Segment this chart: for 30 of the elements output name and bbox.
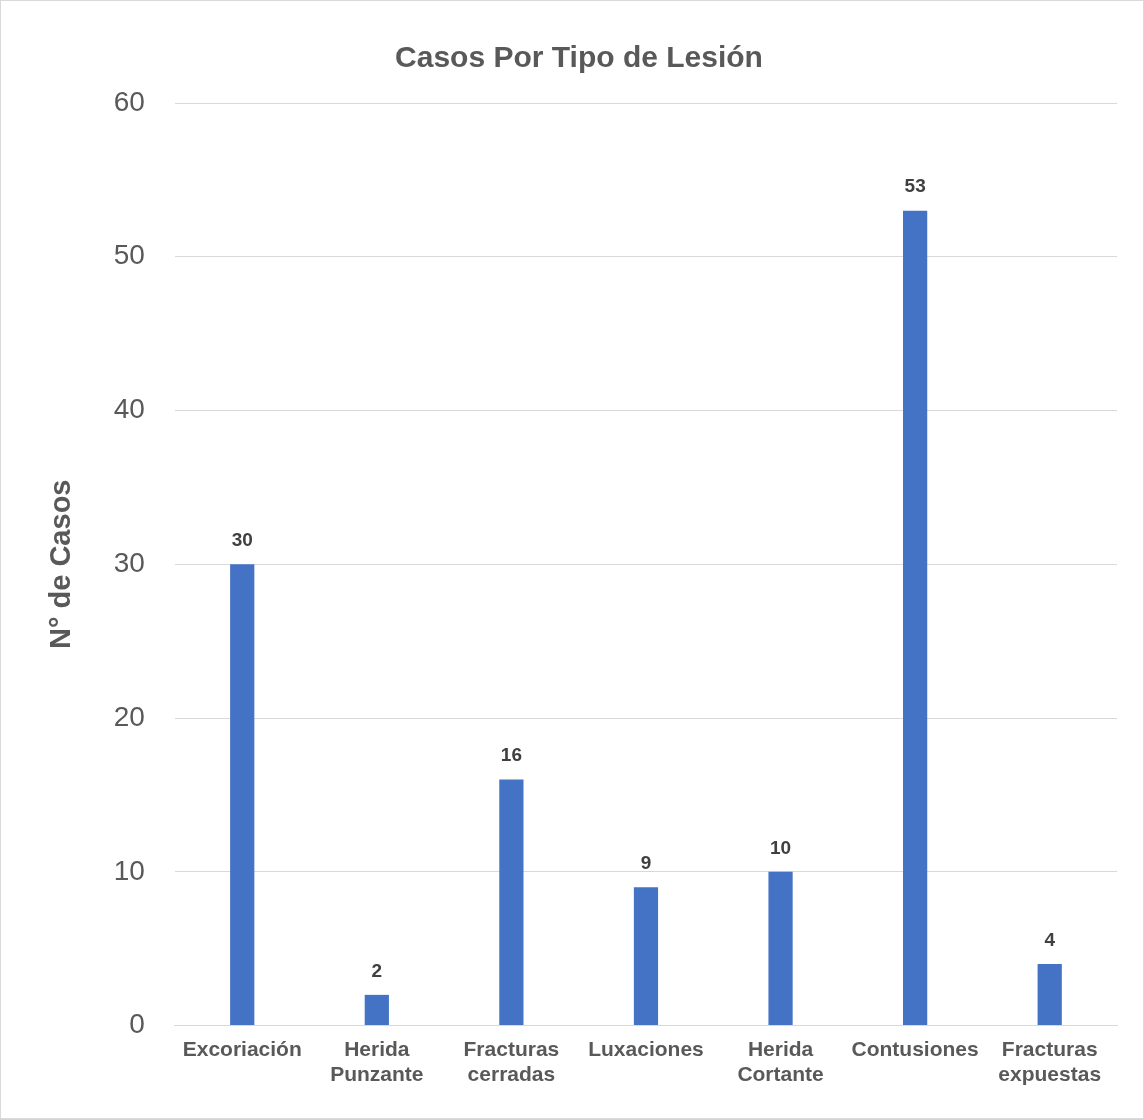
y-tick-label: 60 [113, 85, 145, 117]
data-label: 30 [231, 529, 253, 551]
y-axis-title: N° de Casos [44, 479, 77, 650]
y-tick-label: 40 [113, 393, 145, 425]
x-tick-label: Herida Cortante [737, 1037, 824, 1086]
bar [364, 994, 389, 1026]
y-tick-label: 20 [113, 700, 145, 732]
data-label: 53 [904, 175, 926, 197]
bar [499, 779, 524, 1026]
x-tick-label: Fracturas cerradas [463, 1037, 560, 1086]
x-tick-label: Luxaciones [588, 1037, 704, 1060]
y-tick-label: 30 [113, 547, 145, 579]
x-tick-label: Contusiones [851, 1037, 979, 1060]
y-tick-label: 10 [113, 854, 145, 886]
y-tick-label: 50 [113, 239, 145, 271]
bar [1037, 964, 1062, 1026]
data-label: 9 [640, 851, 652, 873]
x-tick-label: Fracturas expuestas [998, 1037, 1102, 1086]
bar [230, 564, 255, 1026]
data-label: 16 [500, 744, 522, 766]
data-label: 2 [371, 959, 383, 981]
bar [903, 210, 928, 1026]
bar [768, 871, 793, 1026]
bar [633, 887, 659, 1026]
chart-title: Casos Por Tipo de Lesión [395, 40, 763, 74]
data-label: 10 [769, 836, 792, 858]
x-tick-label: Herida Punzante [330, 1037, 424, 1086]
data-label: 4 [1044, 928, 1056, 950]
y-tick-label: 0 [129, 1008, 145, 1040]
x-tick-label: Excoriación [182, 1037, 302, 1060]
